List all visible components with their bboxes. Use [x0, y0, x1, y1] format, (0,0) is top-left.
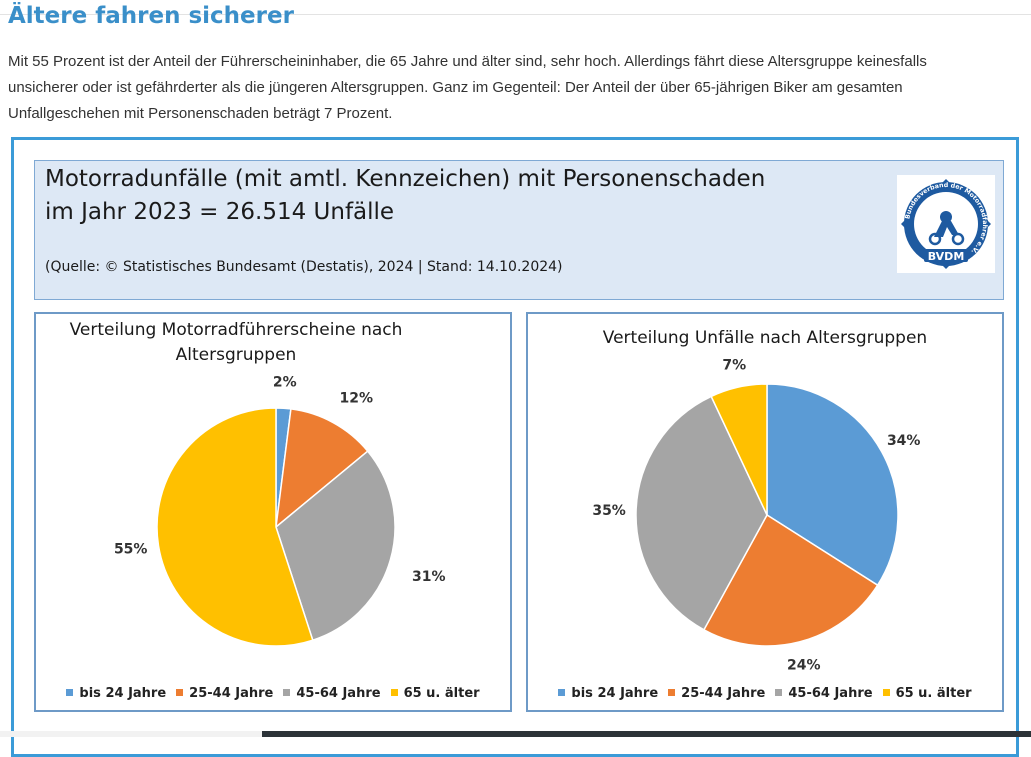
pie-data-label: 35%	[592, 503, 626, 519]
chart-title-line: Verteilung Motorradführerscheine nach	[69, 320, 403, 340]
pie-data-label: 7%	[722, 358, 746, 374]
article-title: Ältere fahren sicherer	[8, 3, 294, 29]
pie-data-label: 55%	[114, 541, 148, 557]
legend-item: 45-64 Jahre	[775, 686, 873, 701]
pie-slice-bis-24-jahre	[766, 383, 899, 587]
chart-panel-accidents: Verteilung Unfälle nach Altersgruppen 34…	[526, 312, 1004, 712]
bottom-bar-dark	[262, 731, 1031, 737]
legend-swatch	[558, 689, 566, 696]
legend-item: 45-64 Jahre	[283, 686, 381, 701]
legend-label: 25-44 Jahre	[189, 686, 274, 701]
pie-chart-accidents: 34% 24% 35% 7%	[592, 358, 921, 674]
chart-title-accidents: Verteilung Unfälle nach Altersgruppen	[528, 326, 1002, 351]
chart-title-line: Verteilung Unfälle nach Altersgruppen	[602, 328, 928, 348]
pie-chart-licenses: 2% 12% 31% 55%	[114, 374, 446, 647]
legend-label: 65 u. älter	[403, 686, 480, 701]
pie-data-label: 12%	[340, 391, 374, 407]
legend-item: 65 u. älter	[390, 686, 480, 701]
legend-item: bis 24 Jahre	[66, 686, 166, 701]
pie-data-label: 31%	[412, 569, 446, 585]
legend-label: 45-64 Jahre	[788, 686, 873, 701]
chart-title-line: Altersgruppen	[175, 345, 297, 365]
legend-swatch	[66, 689, 74, 696]
legend-licenses: bis 24 Jahre 25-44 Jahre 45-64 Jahre 65 u. …	[36, 686, 510, 701]
bvdm-logo-icon: Bundesverband der Motorradfahrer e.V. BV…	[901, 179, 991, 269]
infographic: Motorradunfälle (mit amtl. Kennzeichen) …	[11, 137, 1019, 757]
legend-swatch	[176, 689, 184, 696]
infographic-header: Motorradunfälle (mit amtl. Kennzeichen) …	[34, 160, 1004, 300]
pie-data-label: 24%	[787, 657, 821, 673]
legend-item: 25-44 Jahre	[176, 686, 273, 701]
chart-title-licenses: Verteilung Motorradführerscheine nach Al…	[36, 318, 436, 368]
pie-data-label: 2%	[273, 374, 297, 390]
legend-swatch	[283, 689, 291, 696]
legend-swatch	[775, 689, 783, 696]
header-title-line2: im Jahr 2023 = 26.514 Unfälle	[45, 199, 395, 225]
chart-panel-licenses: Verteilung Motorradführerscheine nach Al…	[34, 312, 512, 712]
legend-label: 65 u. älter	[895, 686, 972, 701]
legend-swatch	[668, 689, 676, 696]
legend-item: bis 24 Jahre	[558, 686, 658, 701]
legend-item: 25-44 Jahre	[668, 686, 765, 701]
logo-text: BVDM	[928, 250, 965, 263]
pie-slice-65-u-lter	[710, 383, 768, 516]
legend-accidents: bis 24 Jahre 25-44 Jahre 45-64 Jahre 65 u. …	[528, 686, 1002, 701]
legend-label: 45-64 Jahre	[296, 686, 381, 701]
header-title-line1: Motorradunfälle (mit amtl. Kennzeichen) …	[45, 166, 766, 192]
pie-slice-45-64-jahre	[635, 395, 768, 631]
top-divider	[0, 14, 1031, 15]
pie-slice-25-44-jahre	[702, 513, 879, 647]
legend-swatch	[882, 689, 890, 696]
legend-label: 25-44 Jahre	[681, 686, 766, 701]
legend-item: 65 u. älter	[882, 686, 972, 701]
pie-slice-25-44-jahre	[275, 408, 369, 529]
legend-swatch	[390, 689, 398, 696]
legend-label: bis 24 Jahre	[571, 686, 659, 701]
legend-label: bis 24 Jahre	[79, 686, 167, 701]
pie-data-label: 34%	[887, 433, 921, 449]
pie-slice-45-64-jahre	[275, 450, 396, 642]
bvdm-logo: Bundesverband der Motorradfahrer e.V. BV…	[897, 175, 995, 273]
pie-slice-65-u-lter	[156, 407, 314, 647]
header-source: (Quelle: © Statistisches Bundesamt (Dest…	[45, 259, 563, 275]
article-paragraph: Mit 55 Prozent ist der Anteil der Führer…	[8, 53, 927, 122]
